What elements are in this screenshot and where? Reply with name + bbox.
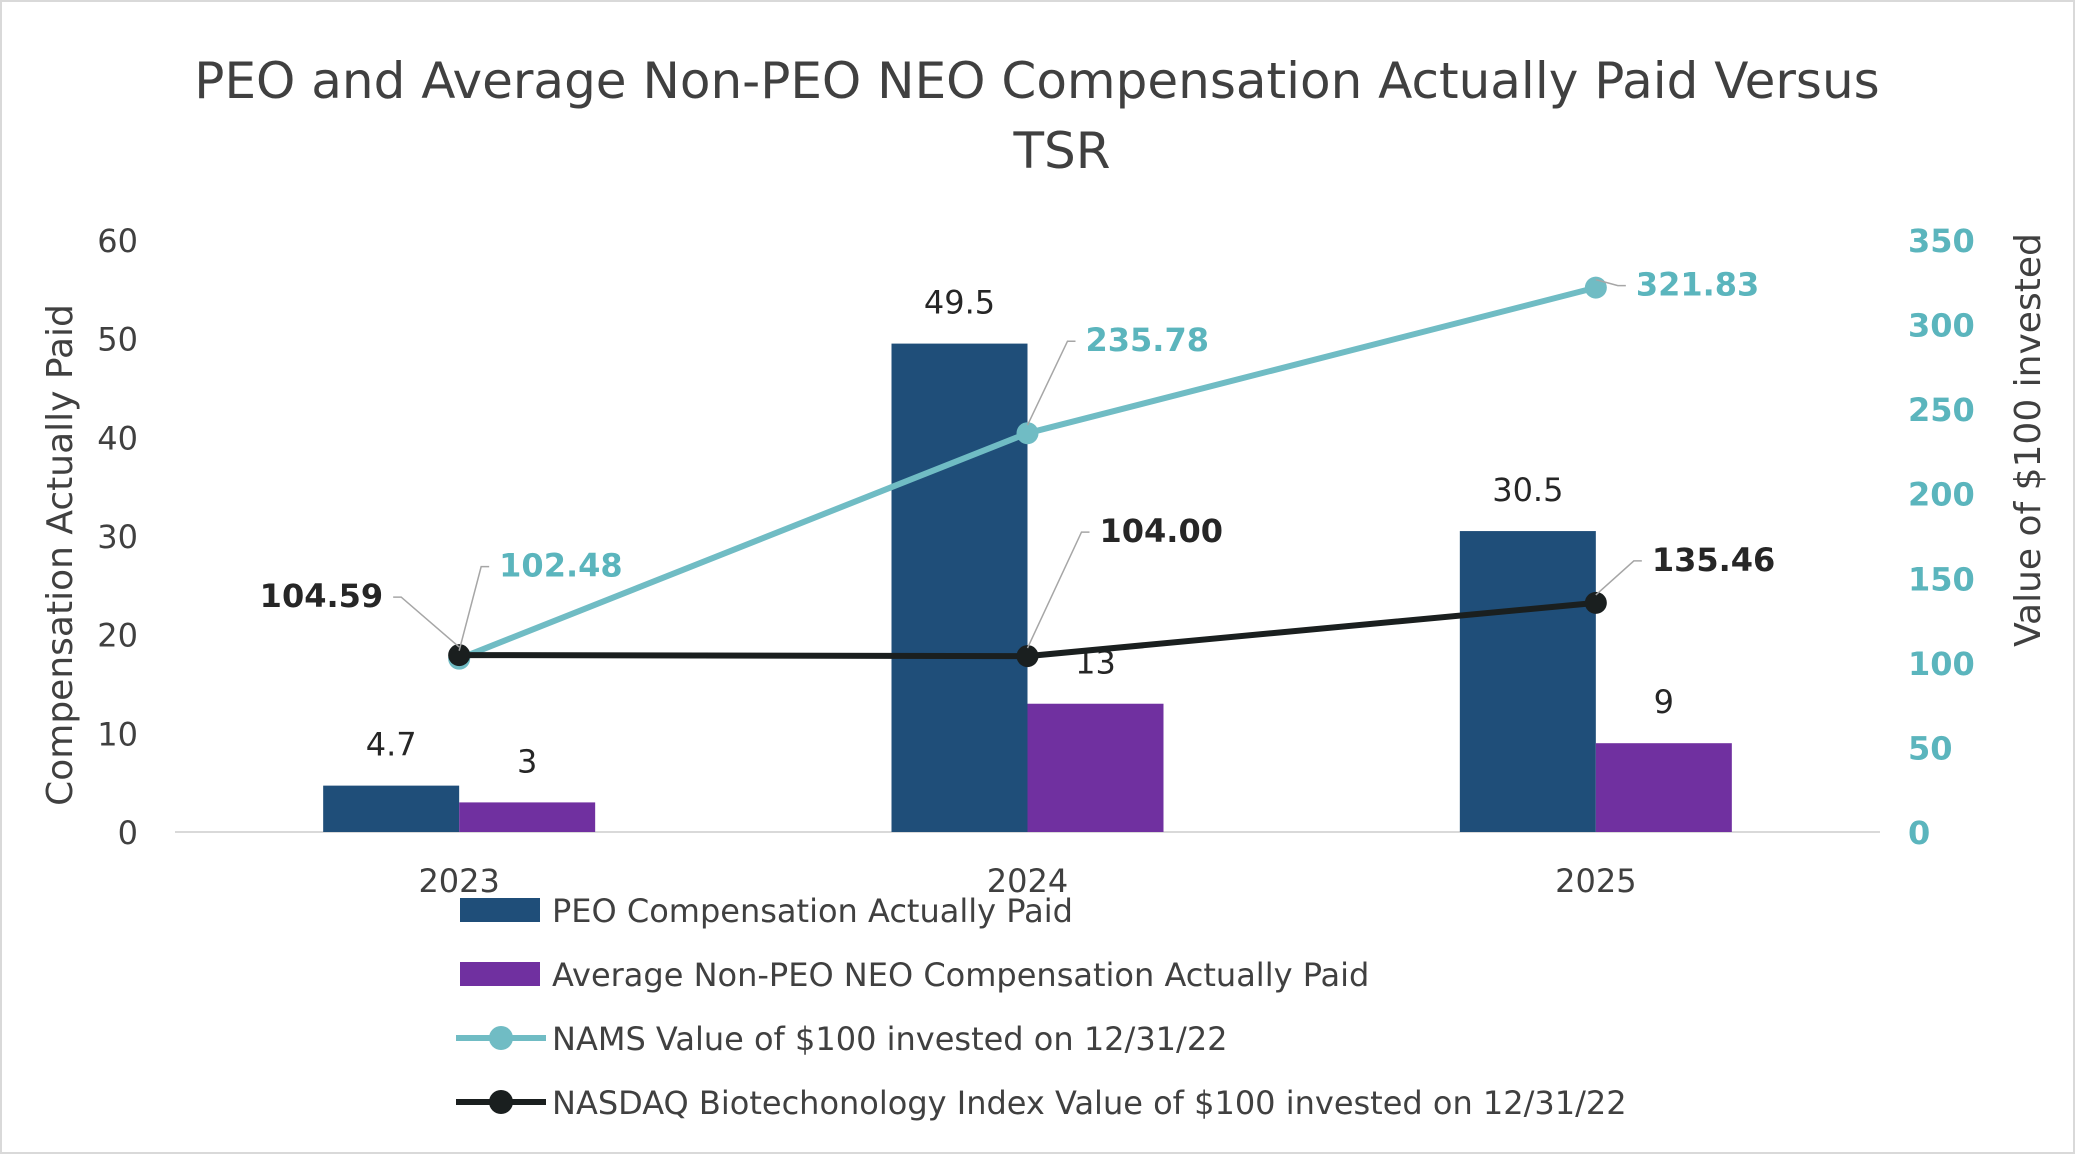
data-label-leader [1026, 531, 1090, 649]
legend-label: Average Non-PEO NEO Compensation Actuall… [552, 956, 1369, 994]
chart-title-line-1: PEO and Average Non-PEO NEO Compensation… [194, 52, 1879, 110]
y-right-tick-label: 250 [1908, 391, 1975, 429]
bar-data-label: 9 [1654, 683, 1674, 721]
bar-peo [891, 343, 1028, 832]
bar-data-label: 4.7 [366, 726, 417, 764]
y-right-tick-label: 300 [1908, 307, 1975, 345]
y-right-tick-label: 150 [1908, 560, 1975, 598]
legend-swatch-marker [489, 1090, 513, 1114]
series-point-nams [1016, 422, 1039, 445]
y-left-tick-label: 0 [118, 814, 138, 852]
bar-non-peo [1027, 703, 1164, 832]
y-right-tick-label: 350 [1908, 222, 1975, 260]
legend-swatch-bar [460, 898, 540, 922]
y-left-tick-label: 10 [97, 715, 138, 753]
data-label-leader [458, 565, 490, 651]
y-left-tick-label: 30 [97, 518, 138, 556]
x-tick-label: 2024 [987, 862, 1068, 900]
bar-non-peo [1595, 743, 1732, 832]
x-tick-label: 2023 [418, 862, 499, 900]
y-axis-left-label: Compensation Actually Paid [40, 304, 81, 806]
legend-label: PEO Compensation Actually Paid [552, 892, 1073, 930]
data-label-leader [1595, 278, 1626, 287]
x-tick-label: 2025 [1555, 862, 1636, 900]
series-point-nasdaq [448, 644, 471, 667]
line-data-label: 135.46 [1652, 541, 1775, 579]
line-data-label: 104.00 [1100, 512, 1223, 550]
y-right-tick-label: 200 [1908, 476, 1975, 514]
data-label-leader [393, 596, 460, 648]
line-data-label: 321.83 [1636, 266, 1759, 304]
line-data-label: 102.48 [499, 547, 622, 585]
bar-peo [1459, 531, 1596, 832]
y-left-tick-label: 60 [97, 222, 138, 260]
bar-data-label: 3 [517, 742, 537, 780]
series-point-nasdaq [1584, 591, 1607, 614]
data-label-leader [1026, 340, 1076, 426]
line-data-label: 235.78 [1086, 321, 1209, 359]
y-right-tick-label: 0 [1908, 814, 1930, 852]
legend-swatch-bar [460, 962, 540, 986]
legend-label: NAMS Value of $100 invested on 12/31/22 [552, 1020, 1228, 1058]
bar-non-peo [459, 802, 596, 832]
chart-plot-area: 0 10 20 30 40 50 60 0 50 100 150 200 250 300 350 2023 20… [97, 222, 1975, 1122]
y-right-tick-label: 100 [1908, 645, 1975, 683]
data-label-leader [1595, 560, 1642, 596]
legend-label: NASDAQ Biotechonology Index Value of $10… [552, 1084, 1627, 1122]
y-right-tick-label: 50 [1908, 729, 1953, 767]
bar-data-label: 49.5 [924, 284, 995, 322]
legend-swatch-marker [489, 1026, 513, 1050]
chart-title-line-2: TSR [1012, 122, 1110, 180]
series-point-nams [1584, 276, 1607, 299]
y-left-tick-label: 40 [97, 419, 138, 457]
line-data-label: 104.59 [260, 577, 383, 615]
y-axis-right-label: Value of $100 invested [2008, 233, 2049, 647]
bar-data-label: 30.5 [1492, 471, 1563, 509]
y-left-tick-label: 20 [97, 617, 138, 655]
series-point-nasdaq [1016, 645, 1039, 668]
bar-peo [323, 785, 460, 832]
y-left-tick-label: 50 [97, 321, 138, 359]
